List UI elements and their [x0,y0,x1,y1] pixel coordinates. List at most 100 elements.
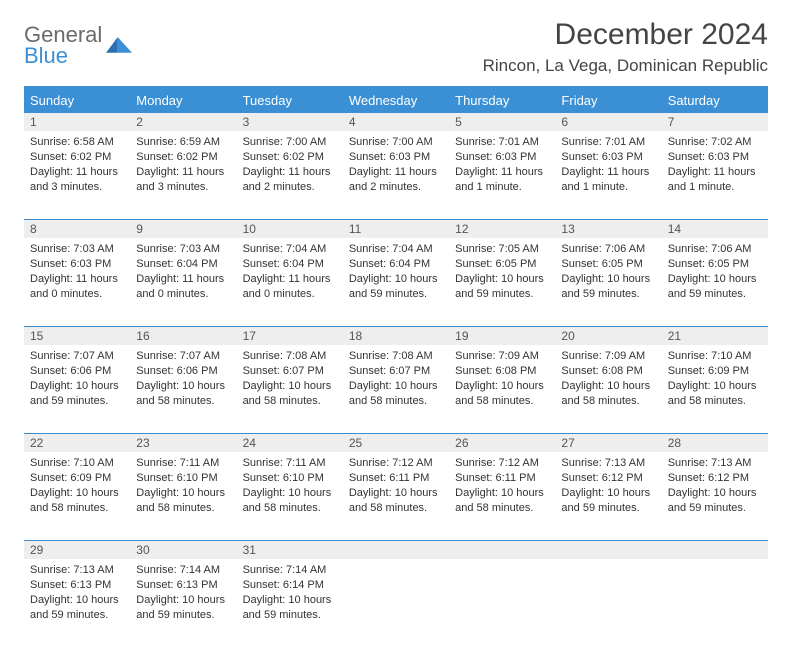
sunset-text: Sunset: 6:03 PM [668,150,762,165]
day-number: 30 [130,541,236,559]
day-cell: Sunrise: 7:00 AMSunset: 6:03 PMDaylight:… [343,131,449,219]
day-number: 19 [449,327,555,345]
sunrise-text: Sunrise: 7:08 AM [243,349,337,364]
day1-text: Daylight: 10 hours [30,593,124,608]
sunrise-text: Sunrise: 7:10 AM [30,456,124,471]
day-cell: Sunrise: 7:13 AMSunset: 6:13 PMDaylight:… [24,559,130,647]
day-cell [662,559,768,647]
day1-text: Daylight: 10 hours [30,486,124,501]
sunrise-text: Sunrise: 7:11 AM [136,456,230,471]
sunrise-text: Sunrise: 7:08 AM [349,349,443,364]
day-number: 3 [237,113,343,131]
day-number [662,541,768,559]
day-number: 29 [24,541,130,559]
day1-text: Daylight: 10 hours [668,272,762,287]
day2-text: and 59 minutes. [561,501,655,516]
weeks-container: 1234567Sunrise: 6:58 AMSunset: 6:02 PMDa… [24,113,768,647]
day2-text: and 2 minutes. [243,180,337,195]
day-cell: Sunrise: 7:11 AMSunset: 6:10 PMDaylight:… [237,452,343,540]
sunset-text: Sunset: 6:03 PM [30,257,124,272]
day-body-strip: Sunrise: 7:03 AMSunset: 6:03 PM Daylight:… [24,238,768,326]
day1-text: Daylight: 10 hours [243,379,337,394]
dow-saturday: Saturday [662,88,768,113]
sunset-text: Sunset: 6:05 PM [561,257,655,272]
sunrise-text: Sunrise: 7:12 AM [349,456,443,471]
sunset-text: Sunset: 6:04 PM [243,257,337,272]
day1-text: Daylight: 10 hours [455,272,549,287]
day-number: 23 [130,434,236,452]
day-number: 9 [130,220,236,238]
sunrise-text: Sunrise: 7:00 AM [349,135,443,150]
sunset-text: Sunset: 6:05 PM [668,257,762,272]
day2-text: and 58 minutes. [349,501,443,516]
day-body-strip: Sunrise: 7:13 AMSunset: 6:13 PMDaylight:… [24,559,768,647]
day-number: 26 [449,434,555,452]
sunset-text: Sunset: 6:10 PM [136,471,230,486]
brand-logo: General Blue [24,18,132,67]
sunset-text: Sunset: 6:10 PM [243,471,337,486]
day-cell [343,559,449,647]
sunrise-text: Sunrise: 7:00 AM [243,135,337,150]
day2-text: and 59 minutes. [668,287,762,302]
day2-text: and 0 minutes. [136,287,230,302]
day1-text: Daylight: 10 hours [136,379,230,394]
day1-text: Daylight: 11 hours [243,165,337,180]
week: 891011121314Sunrise: 7:03 AMSunset: 6:03… [24,220,768,327]
sunrise-text: Sunrise: 7:07 AM [30,349,124,364]
day-cell: Sunrise: 7:03 AMSunset: 6:03 PMDaylight:… [24,238,130,326]
day-cell: Sunrise: 6:58 AMSunset: 6:02 PMDaylight:… [24,131,130,219]
day2-text: and 59 minutes. [30,608,124,623]
day2-text: and 59 minutes. [349,287,443,302]
sunset-text: Sunset: 6:05 PM [455,257,549,272]
day-number: 8 [24,220,130,238]
day-cell [449,559,555,647]
sunset-text: Sunset: 6:13 PM [30,578,124,593]
sunset-text: Sunset: 6:04 PM [349,257,443,272]
day-number: 14 [662,220,768,238]
day-cell: Sunrise: 7:08 AMSunset: 6:07 PMDaylight:… [237,345,343,433]
day-cell: Sunrise: 7:07 AMSunset: 6:06 PMDaylight:… [130,345,236,433]
day-cell: Sunrise: 7:12 AMSunset: 6:11 PMDaylight:… [343,452,449,540]
day2-text: and 3 minutes. [136,180,230,195]
sunset-text: Sunset: 6:08 PM [561,364,655,379]
day-number-strip: 15161718192021 [24,327,768,345]
sunrise-text: Sunrise: 7:11 AM [243,456,337,471]
sunrise-text: Sunrise: 7:06 AM [561,242,655,257]
day-number-strip: 293031 [24,541,768,559]
week: 22232425262728Sunrise: 7:10 AMSunset: 6:… [24,434,768,541]
day-body-strip: Sunrise: 6:58 AMSunset: 6:02 PMDaylight:… [24,131,768,219]
location-text: Rincon, La Vega, Dominican Republic [483,56,768,76]
title-block: December 2024 Rincon, La Vega, Dominican… [483,18,768,76]
dow-sunday: Sunday [24,88,130,113]
day-number: 11 [343,220,449,238]
day2-text: and 59 minutes. [243,608,337,623]
day2-text: and 1 minute. [455,180,549,195]
day1-text: Daylight: 10 hours [349,272,443,287]
day-number: 1 [24,113,130,131]
day-cell: Sunrise: 7:12 AMSunset: 6:11 PMDaylight:… [449,452,555,540]
day1-text: Daylight: 10 hours [349,379,443,394]
sunset-text: Sunset: 6:04 PM [136,257,230,272]
day-cell: Sunrise: 7:05 AMSunset: 6:05 PMDaylight:… [449,238,555,326]
day1-text: Daylight: 11 hours [668,165,762,180]
sunset-text: Sunset: 6:07 PM [243,364,337,379]
sunrise-text: Sunrise: 7:03 AM [30,242,124,257]
sunrise-text: Sunrise: 7:01 AM [561,135,655,150]
day-cell: Sunrise: 7:10 AMSunset: 6:09 PMDaylight:… [24,452,130,540]
day2-text: and 58 minutes. [455,394,549,409]
sunrise-text: Sunrise: 7:09 AM [561,349,655,364]
day-cell: Sunrise: 7:08 AMSunset: 6:07 PMDaylight:… [343,345,449,433]
day-cell: Sunrise: 7:14 AMSunset: 6:14 PMDaylight:… [237,559,343,647]
sunrise-text: Sunrise: 7:04 AM [349,242,443,257]
sunrise-text: Sunrise: 6:59 AM [136,135,230,150]
calendar-page: General Blue December 2024 Rincon, La Ve… [0,0,792,665]
day-number: 21 [662,327,768,345]
day1-text: Daylight: 10 hours [455,486,549,501]
day1-text: Daylight: 10 hours [561,486,655,501]
sunset-text: Sunset: 6:07 PM [349,364,443,379]
sunset-text: Sunset: 6:02 PM [30,150,124,165]
day-number-strip: 22232425262728 [24,434,768,452]
week: 293031Sunrise: 7:13 AMSunset: 6:13 PMDay… [24,541,768,647]
day-cell: Sunrise: 7:06 AMSunset: 6:05 PMDaylight:… [662,238,768,326]
day-number: 17 [237,327,343,345]
